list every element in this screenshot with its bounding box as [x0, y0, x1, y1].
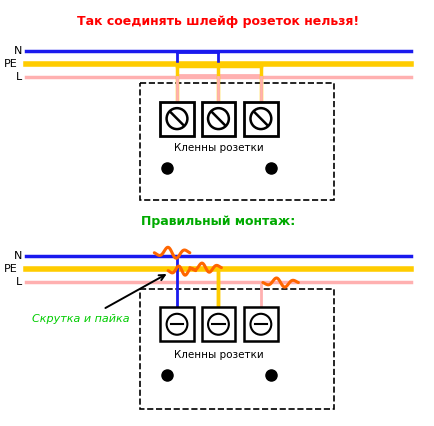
Circle shape — [250, 314, 271, 335]
Bar — [244, 308, 278, 341]
Text: N: N — [14, 46, 22, 56]
Circle shape — [167, 108, 187, 129]
Text: PE: PE — [4, 59, 18, 69]
Bar — [160, 102, 194, 135]
Text: Так соединять шлейф розеток нельзя!: Так соединять шлейф розеток нельзя! — [77, 15, 359, 28]
Bar — [244, 102, 278, 135]
Text: PE: PE — [4, 264, 18, 273]
Circle shape — [250, 108, 271, 129]
Circle shape — [208, 108, 229, 129]
Text: Кленны розетки: Кленны розетки — [174, 144, 263, 153]
Text: N: N — [14, 251, 22, 261]
Bar — [202, 308, 235, 341]
Bar — [160, 308, 194, 341]
Text: L: L — [16, 72, 22, 82]
Text: Скрутка и пайка: Скрутка и пайка — [32, 314, 129, 324]
Text: Кленны розетки: Кленны розетки — [174, 350, 263, 360]
Text: Правильный монтаж:: Правильный монтаж: — [141, 215, 296, 228]
Bar — [202, 102, 235, 135]
Bar — [141, 83, 334, 200]
Text: L: L — [16, 276, 22, 287]
Circle shape — [167, 314, 187, 335]
Bar — [141, 290, 334, 409]
Circle shape — [208, 314, 229, 335]
